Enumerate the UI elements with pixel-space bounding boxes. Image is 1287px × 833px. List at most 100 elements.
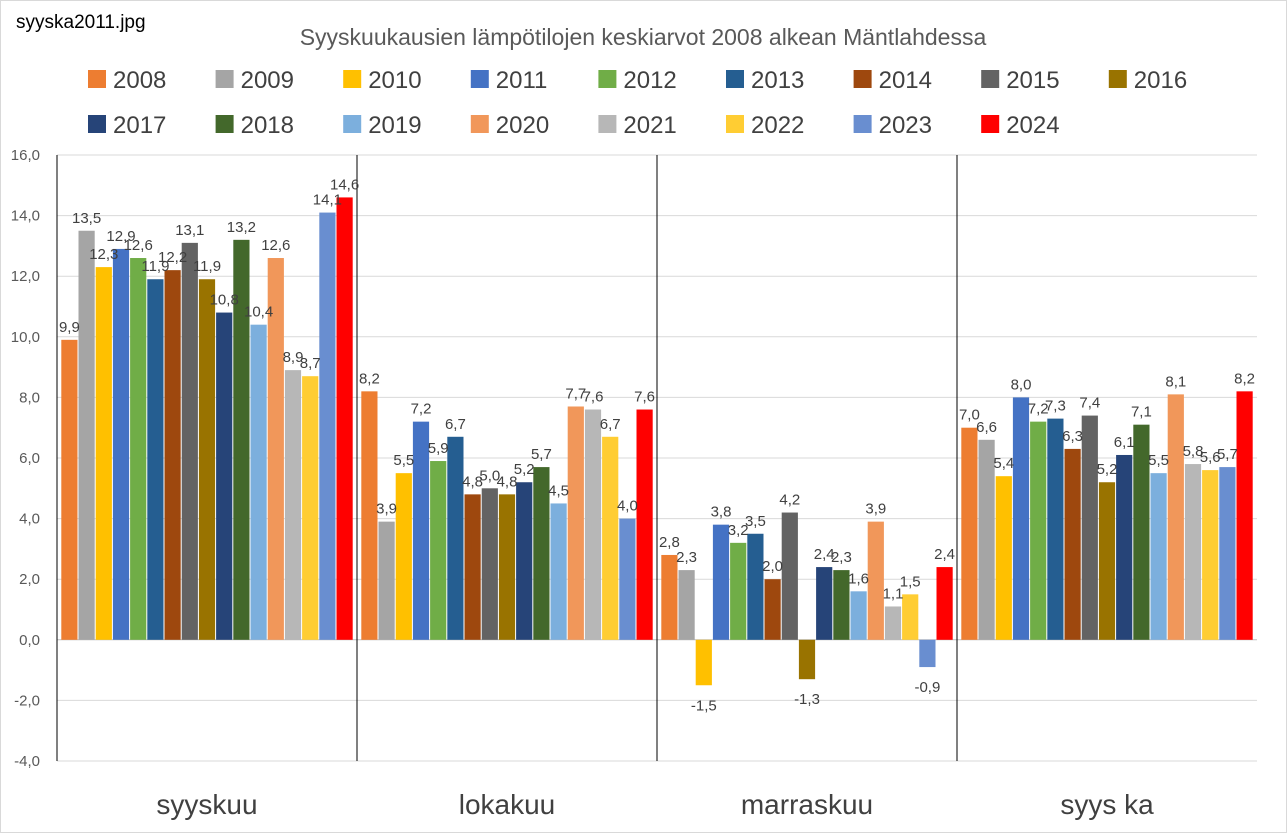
data-label: 11,9 bbox=[193, 258, 221, 275]
data-label: 6,1 bbox=[1114, 434, 1135, 451]
legend-label: 2014 bbox=[879, 67, 932, 94]
legend-label: 2018 bbox=[241, 112, 294, 139]
category-label: syyskuu bbox=[156, 789, 257, 820]
bar bbox=[961, 428, 977, 640]
legend-swatch bbox=[726, 70, 744, 88]
bar bbox=[413, 422, 429, 640]
bar bbox=[1133, 425, 1149, 640]
data-label: 13,2 bbox=[227, 219, 256, 236]
y-tick-label: -4,0 bbox=[14, 753, 40, 770]
data-label: 6,7 bbox=[445, 416, 466, 433]
data-label: -1,5 bbox=[691, 697, 717, 714]
legend-swatch bbox=[216, 70, 234, 88]
legend-swatch bbox=[1109, 70, 1127, 88]
bar bbox=[285, 370, 301, 640]
data-label: 12,6 bbox=[124, 237, 153, 254]
data-label: -1,3 bbox=[794, 691, 820, 708]
bar bbox=[79, 231, 95, 640]
bar bbox=[1013, 397, 1029, 639]
chart-title: Syyskuukausien lämpötilojen keskiarvot 2… bbox=[300, 24, 987, 50]
bar bbox=[533, 467, 549, 640]
data-label: 4,5 bbox=[548, 482, 569, 499]
y-tick-label: 8,0 bbox=[19, 389, 40, 406]
data-label: 1,5 bbox=[900, 573, 921, 590]
bar bbox=[996, 476, 1012, 640]
legend-label: 2010 bbox=[368, 67, 421, 94]
legend-swatch bbox=[471, 70, 489, 88]
legend-label: 2023 bbox=[879, 112, 932, 139]
bar bbox=[61, 340, 77, 640]
bar bbox=[730, 543, 746, 640]
y-tick-label: 14,0 bbox=[11, 208, 40, 225]
legend-swatch bbox=[726, 115, 744, 133]
bar bbox=[1099, 482, 1115, 640]
bar bbox=[747, 534, 763, 640]
bar bbox=[447, 437, 463, 640]
bar bbox=[130, 258, 146, 640]
bar bbox=[816, 567, 832, 640]
data-label: 7,3 bbox=[1045, 398, 1066, 415]
data-label: 3,8 bbox=[711, 504, 732, 521]
y-tick-label: 2,0 bbox=[19, 571, 40, 588]
bar bbox=[661, 555, 677, 640]
bar bbox=[430, 461, 446, 640]
data-label: 4,0 bbox=[617, 498, 638, 515]
data-label: 7,2 bbox=[411, 401, 432, 418]
legend-swatch bbox=[854, 70, 872, 88]
legend-swatch bbox=[598, 70, 616, 88]
legend-swatch bbox=[981, 115, 999, 133]
legend-label: 2024 bbox=[1006, 112, 1059, 139]
bar bbox=[1219, 467, 1235, 640]
y-tick-label: 6,0 bbox=[19, 450, 40, 467]
data-label: 13,1 bbox=[175, 222, 204, 239]
legend-label: 2022 bbox=[751, 112, 804, 139]
legend-swatch bbox=[854, 115, 872, 133]
bar bbox=[396, 473, 412, 640]
y-tick-label: 16,0 bbox=[11, 147, 40, 164]
data-label: 10,4 bbox=[244, 304, 273, 321]
bar bbox=[585, 410, 601, 640]
data-label: 3,9 bbox=[376, 501, 397, 518]
data-label: 5,5 bbox=[393, 452, 414, 469]
bar bbox=[361, 391, 377, 639]
bar bbox=[885, 606, 901, 639]
bar bbox=[482, 488, 498, 640]
data-label: 5,4 bbox=[993, 455, 1014, 472]
bar bbox=[696, 640, 712, 685]
bar bbox=[979, 440, 995, 640]
data-label: 5,2 bbox=[1097, 461, 1118, 478]
data-label: 10,8 bbox=[210, 292, 239, 309]
bar bbox=[937, 567, 953, 640]
legend: 2008 2009 2010 2011 2012 2013 2014 2015 2016 2017… bbox=[88, 67, 1187, 139]
legend-swatch bbox=[981, 70, 999, 88]
bar bbox=[1116, 455, 1132, 640]
category-label: marraskuu bbox=[741, 789, 873, 820]
legend-swatch bbox=[471, 115, 489, 133]
y-tick-label: 10,0 bbox=[11, 329, 40, 346]
data-label: 2,3 bbox=[831, 549, 852, 566]
category-labels: syyskuu lokakuu marraskuu syys ka bbox=[156, 789, 1154, 820]
bar bbox=[96, 267, 112, 640]
data-label: 6,7 bbox=[600, 416, 621, 433]
data-label: 12,3 bbox=[89, 246, 118, 263]
data-label: 13,5 bbox=[72, 210, 101, 227]
data-label: 8,1 bbox=[1165, 373, 1186, 390]
y-tick-label: 4,0 bbox=[19, 511, 40, 528]
bar bbox=[1237, 391, 1253, 639]
y-tick-label: 12,0 bbox=[11, 268, 40, 285]
bar bbox=[379, 522, 395, 640]
legend-swatch bbox=[598, 115, 616, 133]
data-label: 5,7 bbox=[1217, 446, 1238, 463]
bar bbox=[551, 503, 567, 639]
bar bbox=[868, 522, 884, 640]
legend-swatch bbox=[216, 115, 234, 133]
category-label: lokakuu bbox=[459, 789, 556, 820]
bar bbox=[251, 325, 267, 640]
data-label: 7,6 bbox=[634, 389, 655, 406]
legend-swatch bbox=[343, 70, 361, 88]
bar bbox=[1047, 419, 1063, 640]
data-label: 2,3 bbox=[676, 549, 697, 566]
bar bbox=[1082, 416, 1098, 640]
legend-label: 2021 bbox=[623, 112, 676, 139]
data-label: 8,2 bbox=[1234, 370, 1255, 387]
